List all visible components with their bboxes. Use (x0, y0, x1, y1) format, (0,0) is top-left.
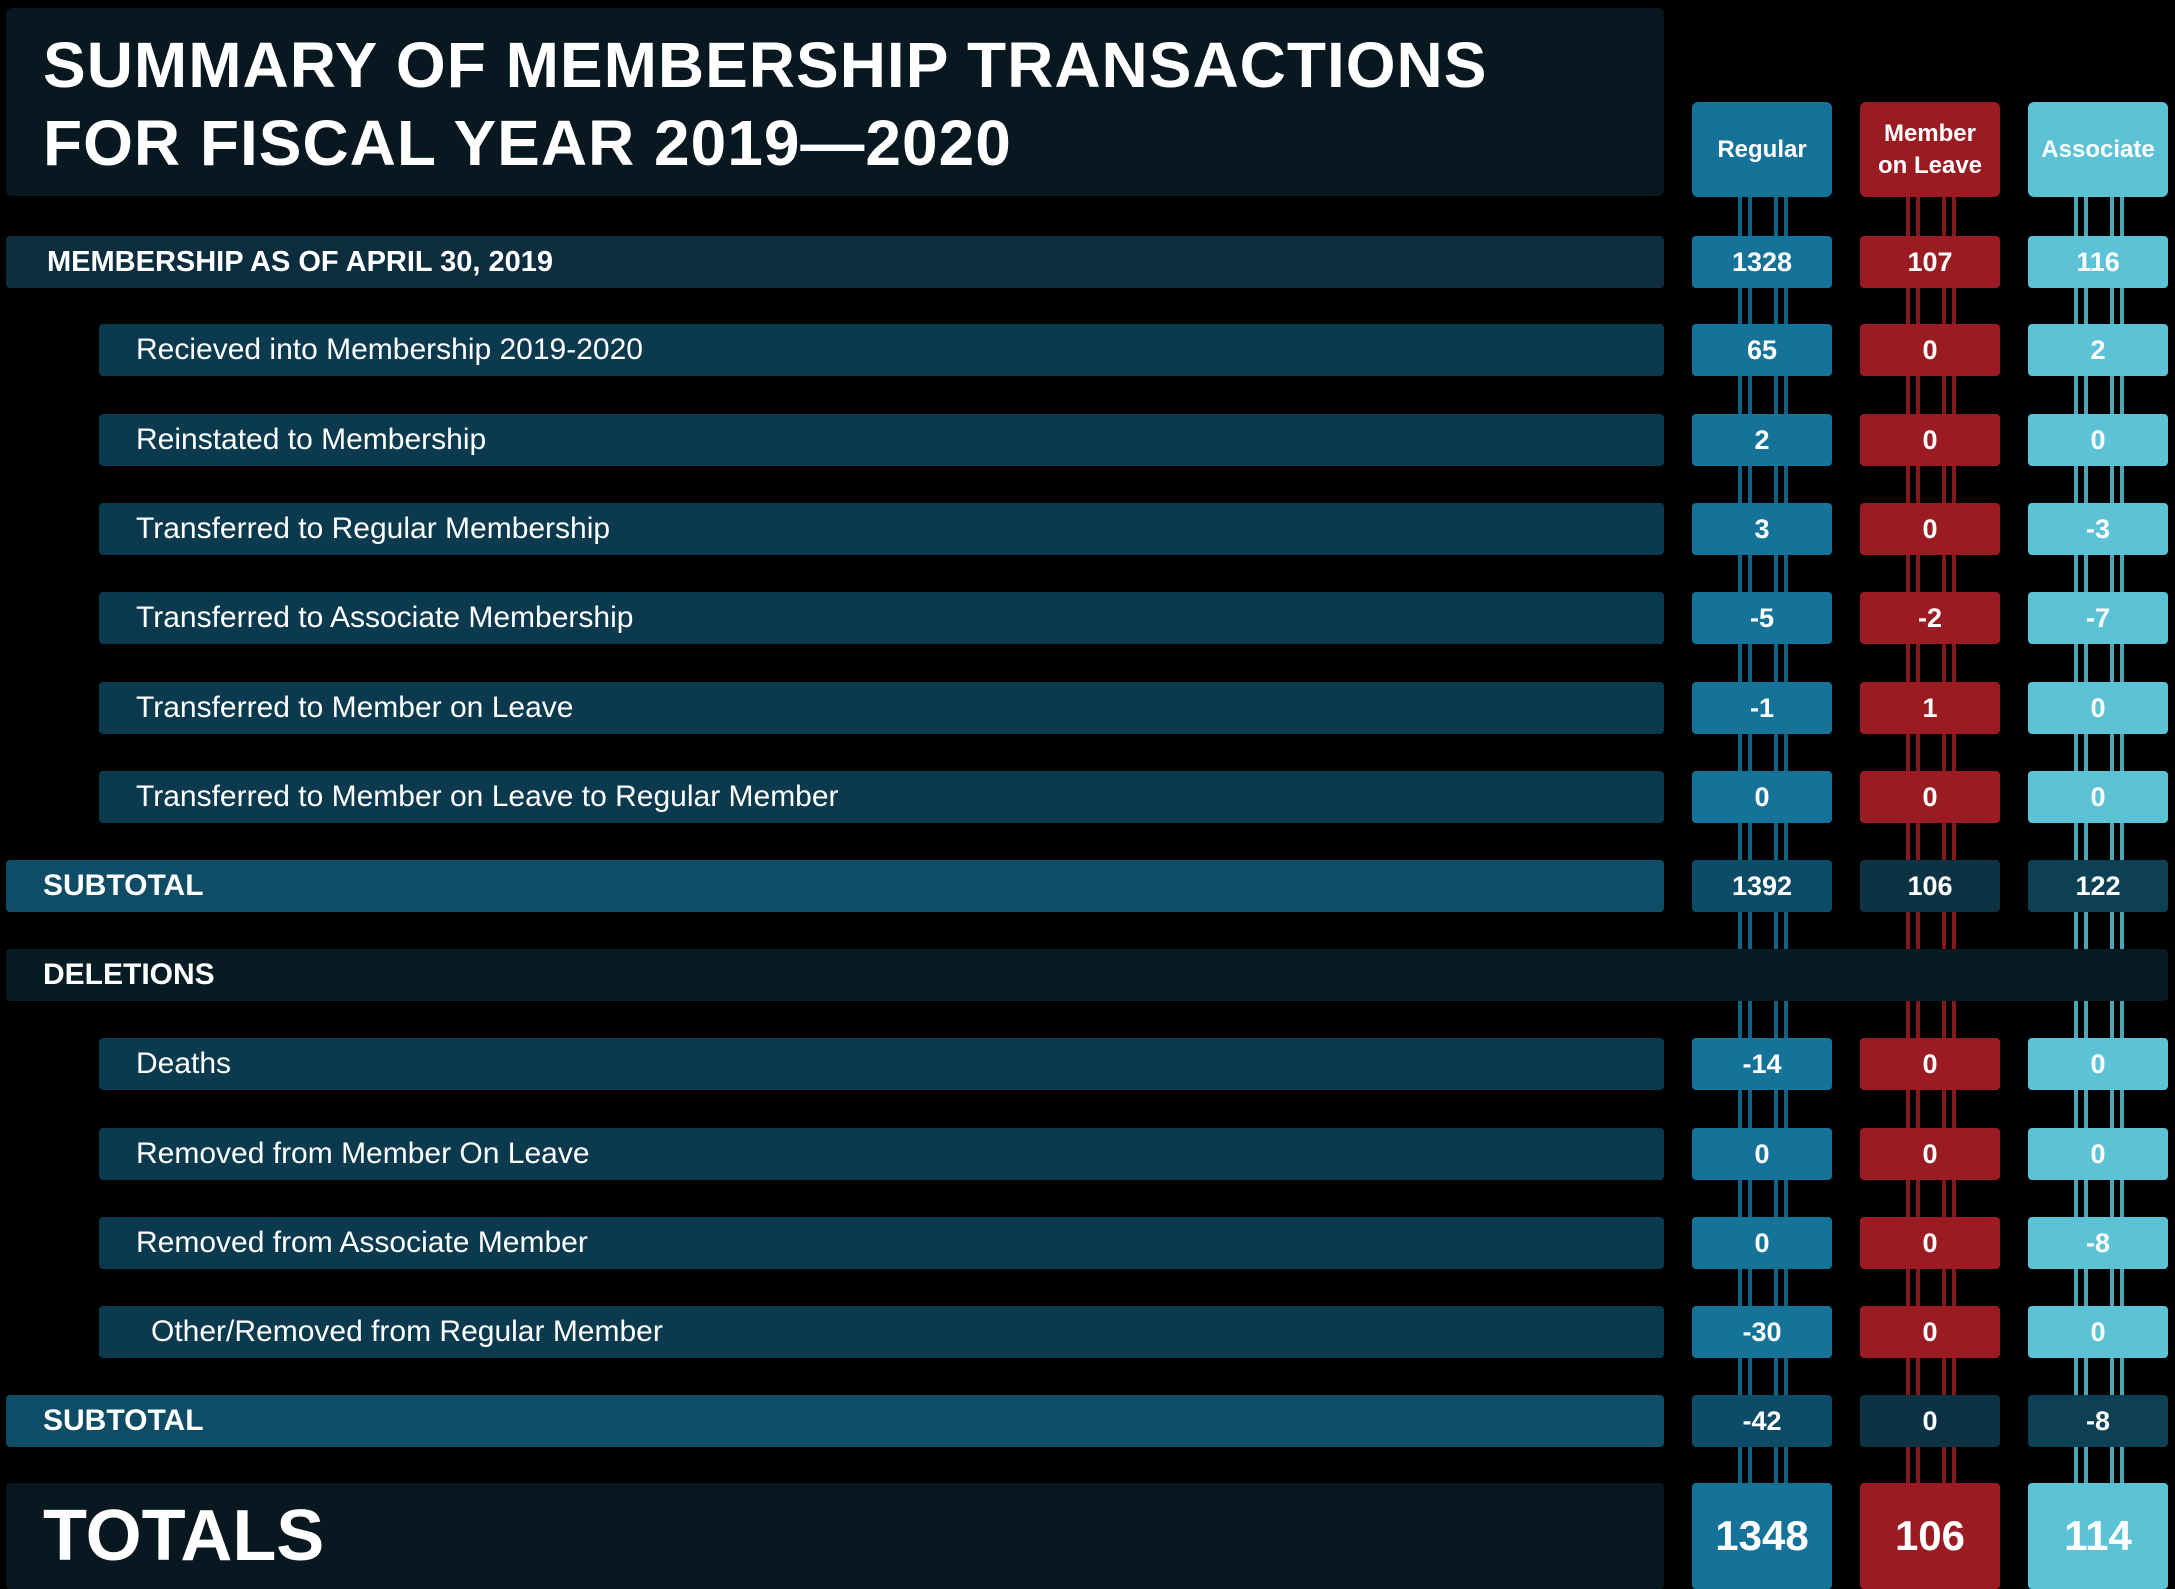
cell-member-on-leave: 0 (1860, 503, 2000, 555)
cell-associate: -7 (2028, 592, 2168, 644)
cell-member-on-leave: 0 (1860, 1038, 2000, 1090)
cell-associate: -8 (2028, 1395, 2168, 1447)
column-header-leave-label: Member on Leave (1877, 120, 1983, 179)
cell-regular: -1 (1692, 682, 1832, 734)
title-panel: SUMMARY OF MEMBERSHIP TRANSACTIONS FOR F… (6, 8, 1664, 196)
page-title-line-1: SUMMARY OF MEMBERSHIP TRANSACTIONS (43, 29, 1488, 101)
cell-associate: 116 (2028, 236, 2168, 288)
cell-member-on-leave: 0 (1860, 1395, 2000, 1447)
row-label: Transferred to Associate Membership (136, 601, 634, 634)
row-reinstated-to-membership-label-bar: Reinstated to Membership (99, 414, 1664, 466)
cell-regular: -42 (1692, 1395, 1832, 1447)
column-header-member-on-leave: Member on Leave (1860, 102, 2000, 197)
connector-lines-leave (1902, 196, 1958, 1491)
row-label: Transferred to Member on Leave (136, 691, 574, 724)
cell-member-on-leave: 0 (1860, 414, 2000, 466)
connector-line (1774, 196, 1778, 1491)
connector-lines-associate (2070, 196, 2126, 1491)
row-transferred-to-member-on-leave-to-regular-member-label-bar: Transferred to Member on Leave to Regula… (99, 771, 1664, 823)
cell-member-on-leave: 0 (1860, 771, 2000, 823)
cell-associate: 0 (2028, 682, 2168, 734)
row-transferred-to-regular-membership-label-bar: Transferred to Regular Membership (99, 503, 1664, 555)
row-membership-as-of-april-30-2019-label-bar: MEMBERSHIP AS OF APRIL 30, 2019 (6, 236, 1664, 288)
row-label: Removed from Member On Leave (136, 1137, 590, 1170)
row-deletions-label-bar: DELETIONS (6, 949, 2168, 1001)
connector-line (2084, 196, 2088, 1491)
cell-associate: 2 (2028, 324, 2168, 376)
cell-regular: -14 (1692, 1038, 1832, 1090)
cell-associate: 0 (2028, 1038, 2168, 1090)
cell-regular: 1348 (1692, 1483, 1832, 1589)
connector-line (2120, 196, 2124, 1491)
connector-line (1784, 196, 1788, 1491)
cell-member-on-leave: 107 (1860, 236, 2000, 288)
row-label: Other/Removed from Regular Member (151, 1315, 663, 1348)
cell-regular: 65 (1692, 324, 1832, 376)
row-removed-from-associate-member-label-bar: Removed from Associate Member (99, 1217, 1664, 1269)
column-header-regular: Regular (1692, 102, 1832, 197)
connector-line (2110, 196, 2114, 1491)
cell-associate: 114 (2028, 1483, 2168, 1589)
cell-member-on-leave: 106 (1860, 860, 2000, 912)
row-label: Removed from Associate Member (136, 1226, 588, 1259)
cell-regular: 0 (1692, 771, 1832, 823)
cell-member-on-leave: 0 (1860, 1217, 2000, 1269)
row-recieved-into-membership-2019-2020-label-bar: Recieved into Membership 2019-2020 (99, 324, 1664, 376)
connector-lines-regular (1734, 196, 1790, 1491)
cell-regular: 0 (1692, 1128, 1832, 1180)
row-label: DELETIONS (43, 958, 215, 991)
row-subtotal-label-bar: SUBTOTAL (6, 1395, 1664, 1447)
row-transferred-to-member-on-leave-label-bar: Transferred to Member on Leave (99, 682, 1664, 734)
row-label: Reinstated to Membership (136, 423, 487, 456)
row-label: SUBTOTAL (43, 869, 204, 902)
cell-member-on-leave: 1 (1860, 682, 2000, 734)
row-label: Recieved into Membership 2019-2020 (136, 333, 643, 366)
cell-member-on-leave: 0 (1860, 1128, 2000, 1180)
connector-line (1916, 196, 1920, 1491)
connector-line (1906, 196, 1910, 1491)
cell-member-on-leave: 106 (1860, 1483, 2000, 1589)
cell-regular: 1328 (1692, 236, 1832, 288)
cell-member-on-leave: -2 (1860, 592, 2000, 644)
cell-member-on-leave: 0 (1860, 324, 2000, 376)
cell-regular: 2 (1692, 414, 1832, 466)
connector-line (1942, 196, 1946, 1491)
row-label: Deaths (136, 1047, 232, 1080)
cell-associate: 0 (2028, 414, 2168, 466)
cell-associate: 122 (2028, 860, 2168, 912)
row-label: TOTALS (43, 1496, 325, 1576)
connector-line (1738, 196, 1742, 1491)
column-header-regular-label: Regular (1717, 135, 1807, 163)
row-removed-from-member-on-leave-label-bar: Removed from Member On Leave (99, 1128, 1664, 1180)
cell-associate: 0 (2028, 1306, 2168, 1358)
column-header-associate-label: Associate (2041, 135, 2155, 163)
cell-associate: 0 (2028, 1128, 2168, 1180)
row-label: Transferred to Regular Membership (136, 512, 611, 545)
connector-line (1952, 196, 1956, 1491)
row-subtotal-label-bar: SUBTOTAL (6, 860, 1664, 912)
cell-regular: -5 (1692, 592, 1832, 644)
row-deaths-label-bar: Deaths (99, 1038, 1664, 1090)
cell-associate: 0 (2028, 771, 2168, 823)
row-label: Transferred to Member on Leave to Regula… (136, 780, 839, 813)
cell-regular: 1392 (1692, 860, 1832, 912)
row-totals-label-bar: TOTALS (6, 1483, 1664, 1589)
cell-member-on-leave: 0 (1860, 1306, 2000, 1358)
cell-regular: 0 (1692, 1217, 1832, 1269)
row-label: MEMBERSHIP AS OF APRIL 30, 2019 (47, 245, 554, 278)
page-title-line-2: FOR FISCAL YEAR 2019—2020 (43, 107, 1012, 179)
cell-regular: 3 (1692, 503, 1832, 555)
cell-associate: -8 (2028, 1217, 2168, 1269)
connector-line (2074, 196, 2078, 1491)
cell-associate: -3 (2028, 503, 2168, 555)
cell-regular: -30 (1692, 1306, 1832, 1358)
row-other-removed-from-regular-member-label-bar: Other/Removed from Regular Member (99, 1306, 1664, 1358)
row-transferred-to-associate-membership-label-bar: Transferred to Associate Membership (99, 592, 1664, 644)
connector-line (1748, 196, 1752, 1491)
row-label: SUBTOTAL (43, 1404, 204, 1437)
column-header-associate: Associate (2028, 102, 2168, 197)
